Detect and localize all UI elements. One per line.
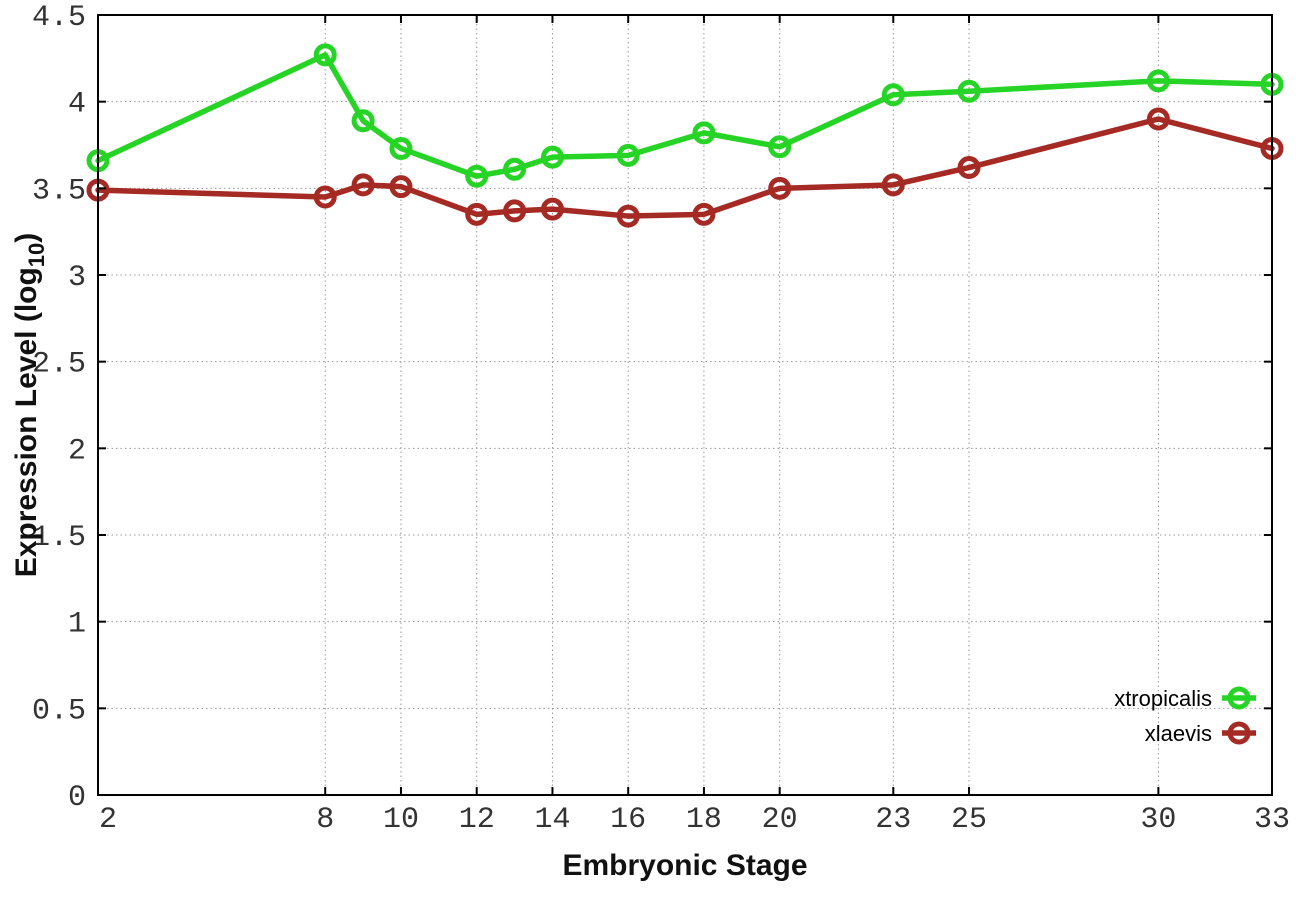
data-point-xlaevis (351, 173, 375, 197)
series-layer (86, 43, 1284, 228)
y-tick-label: 2.5 (32, 348, 86, 382)
data-point-xlaevis (389, 175, 413, 199)
y-axis-label: Expression Level (log10) (10, 233, 49, 578)
data-point-xlaevis (881, 173, 905, 197)
x-axis-label: Embryonic Stage (562, 849, 807, 882)
data-point-xlaevis (313, 185, 337, 209)
x-tick-label: 25 (951, 803, 987, 837)
data-point-xtropicalis (1146, 69, 1170, 93)
data-point-xtropicalis (503, 157, 527, 181)
legend-marker-xlaevis (1227, 721, 1251, 745)
data-point-xlaevis (692, 202, 716, 226)
x-tick-label: 23 (875, 803, 911, 837)
tick-layer (97, 14, 1273, 796)
grid-layer (98, 15, 1272, 795)
x-tick-label: 14 (534, 803, 570, 837)
data-point-xtropicalis (768, 135, 792, 159)
data-point-xlaevis (540, 197, 564, 221)
data-point-xtropicalis (389, 136, 413, 160)
data-point-xlaevis (465, 202, 489, 226)
y-tick-label: 3.5 (32, 174, 86, 208)
x-tick-label: 33 (1254, 803, 1290, 837)
x-tick-label: 20 (762, 803, 798, 837)
data-point-xtropicalis (465, 164, 489, 188)
tick-label-layer: 2 8 10 12 14 16 18 20 23 25 30 33 0 0.5 1 1.5 2 2.5 3 3.5 4 4… (32, 1, 1290, 837)
plot-border (97, 14, 1273, 796)
x-tick-label: 10 (383, 803, 419, 837)
y-tick-label: 4 (68, 88, 86, 122)
legend-label-xlaevis: xlaevis (1145, 721, 1212, 746)
x-tick-label: 30 (1140, 803, 1176, 837)
series-line-xtropicalis (95, 52, 1275, 179)
x-tick-label: 12 (459, 803, 495, 837)
data-point-xtropicalis (351, 109, 375, 133)
y-tick-label: 1 (68, 608, 86, 642)
data-point-xtropicalis (616, 143, 640, 167)
legend-label-xtropicalis: xtropicalis (1114, 686, 1212, 711)
legend: xtropicalis xlaevis (1114, 686, 1256, 746)
data-point-xtropicalis (540, 145, 564, 169)
y-tick-label: 4.5 (32, 1, 86, 35)
y-tick-label: 2 (68, 434, 86, 468)
data-point-xlaevis (768, 176, 792, 200)
x-tick-label: 2 (99, 803, 117, 837)
data-point-xlaevis (503, 199, 527, 223)
x-tick-label: 18 (686, 803, 722, 837)
data-point-xlaevis (957, 156, 981, 180)
series-line-xlaevis (95, 116, 1275, 219)
y-tick-label: 1.5 (32, 521, 86, 555)
data-point-xtropicalis (313, 43, 337, 67)
y-tick-label: 3 (68, 261, 86, 295)
data-point-xlaevis (616, 204, 640, 228)
y-tick-label: 0.5 (32, 694, 86, 728)
legend-marker-xtropicalis (1227, 686, 1251, 710)
data-point-xtropicalis (957, 79, 981, 103)
data-point-xtropicalis (881, 83, 905, 107)
x-tick-label: 8 (316, 803, 334, 837)
data-point-xlaevis (1146, 107, 1170, 131)
y-tick-label: 0 (68, 781, 86, 815)
x-tick-label: 16 (610, 803, 646, 837)
data-point-xtropicalis (692, 121, 716, 145)
legend-markers (1222, 686, 1256, 745)
